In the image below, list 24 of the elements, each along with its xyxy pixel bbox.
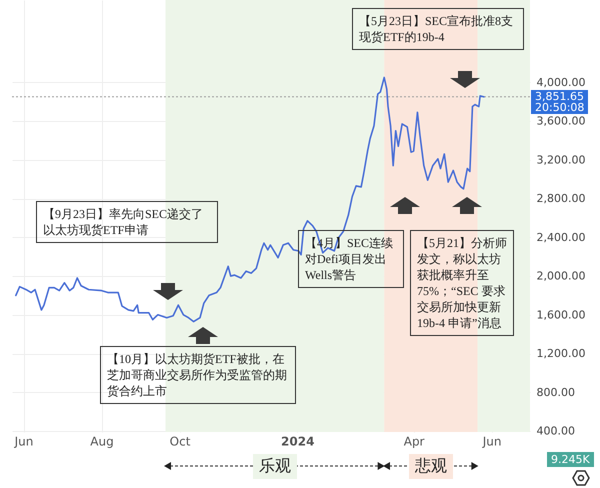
ref-line-label: 3,851.65 20:50:08 bbox=[531, 90, 588, 114]
callout-box: 【10月】以太坊期货ETF被批，在芝加哥商业交易所作为受监管的期货合约上市 bbox=[100, 346, 296, 404]
x-tick-label: 2024 bbox=[281, 434, 314, 448]
x-tick-label: Oct bbox=[170, 434, 191, 448]
callout-box: 【9月23日】率先向SEC递交了以太坊现货ETF申请 bbox=[36, 201, 218, 243]
y-tick-label: 2,800.00 bbox=[536, 192, 586, 206]
y-tick-label: 800.00 bbox=[536, 386, 575, 399]
y-tick-label: 3,600.00 bbox=[536, 114, 586, 128]
y-tick-label: 2,400.00 bbox=[536, 230, 586, 244]
callout-box: 【5月21】分析师发文，称以太坊获批概率升至75%；“SEC 要求交易所加快更新19b-4 申请”消息 bbox=[410, 230, 514, 336]
y-tick-label: 3,200.00 bbox=[536, 153, 586, 166]
y-tick-label: 2,000.00 bbox=[536, 270, 586, 283]
y-tick-label: 1,600.00 bbox=[536, 308, 586, 322]
text: 9.245K bbox=[547, 452, 594, 467]
y-tick-label: 400.00 bbox=[536, 424, 575, 438]
x-tick-label: Jun bbox=[14, 434, 34, 448]
x-tick-label: Apr bbox=[404, 434, 425, 448]
x-tick-label: Aug bbox=[90, 434, 114, 448]
y-tick-label: 4,000.00 bbox=[536, 76, 586, 89]
x-tick-label: Jun bbox=[482, 434, 502, 448]
band-label: 乐观 bbox=[252, 454, 297, 479]
y-tick-label: 1,200.00 bbox=[536, 347, 586, 360]
band-label: 悲观 bbox=[408, 454, 453, 479]
callout-box: 【5月23日】SEC宣布批准8支现货ETF的19b-4 bbox=[352, 8, 524, 50]
